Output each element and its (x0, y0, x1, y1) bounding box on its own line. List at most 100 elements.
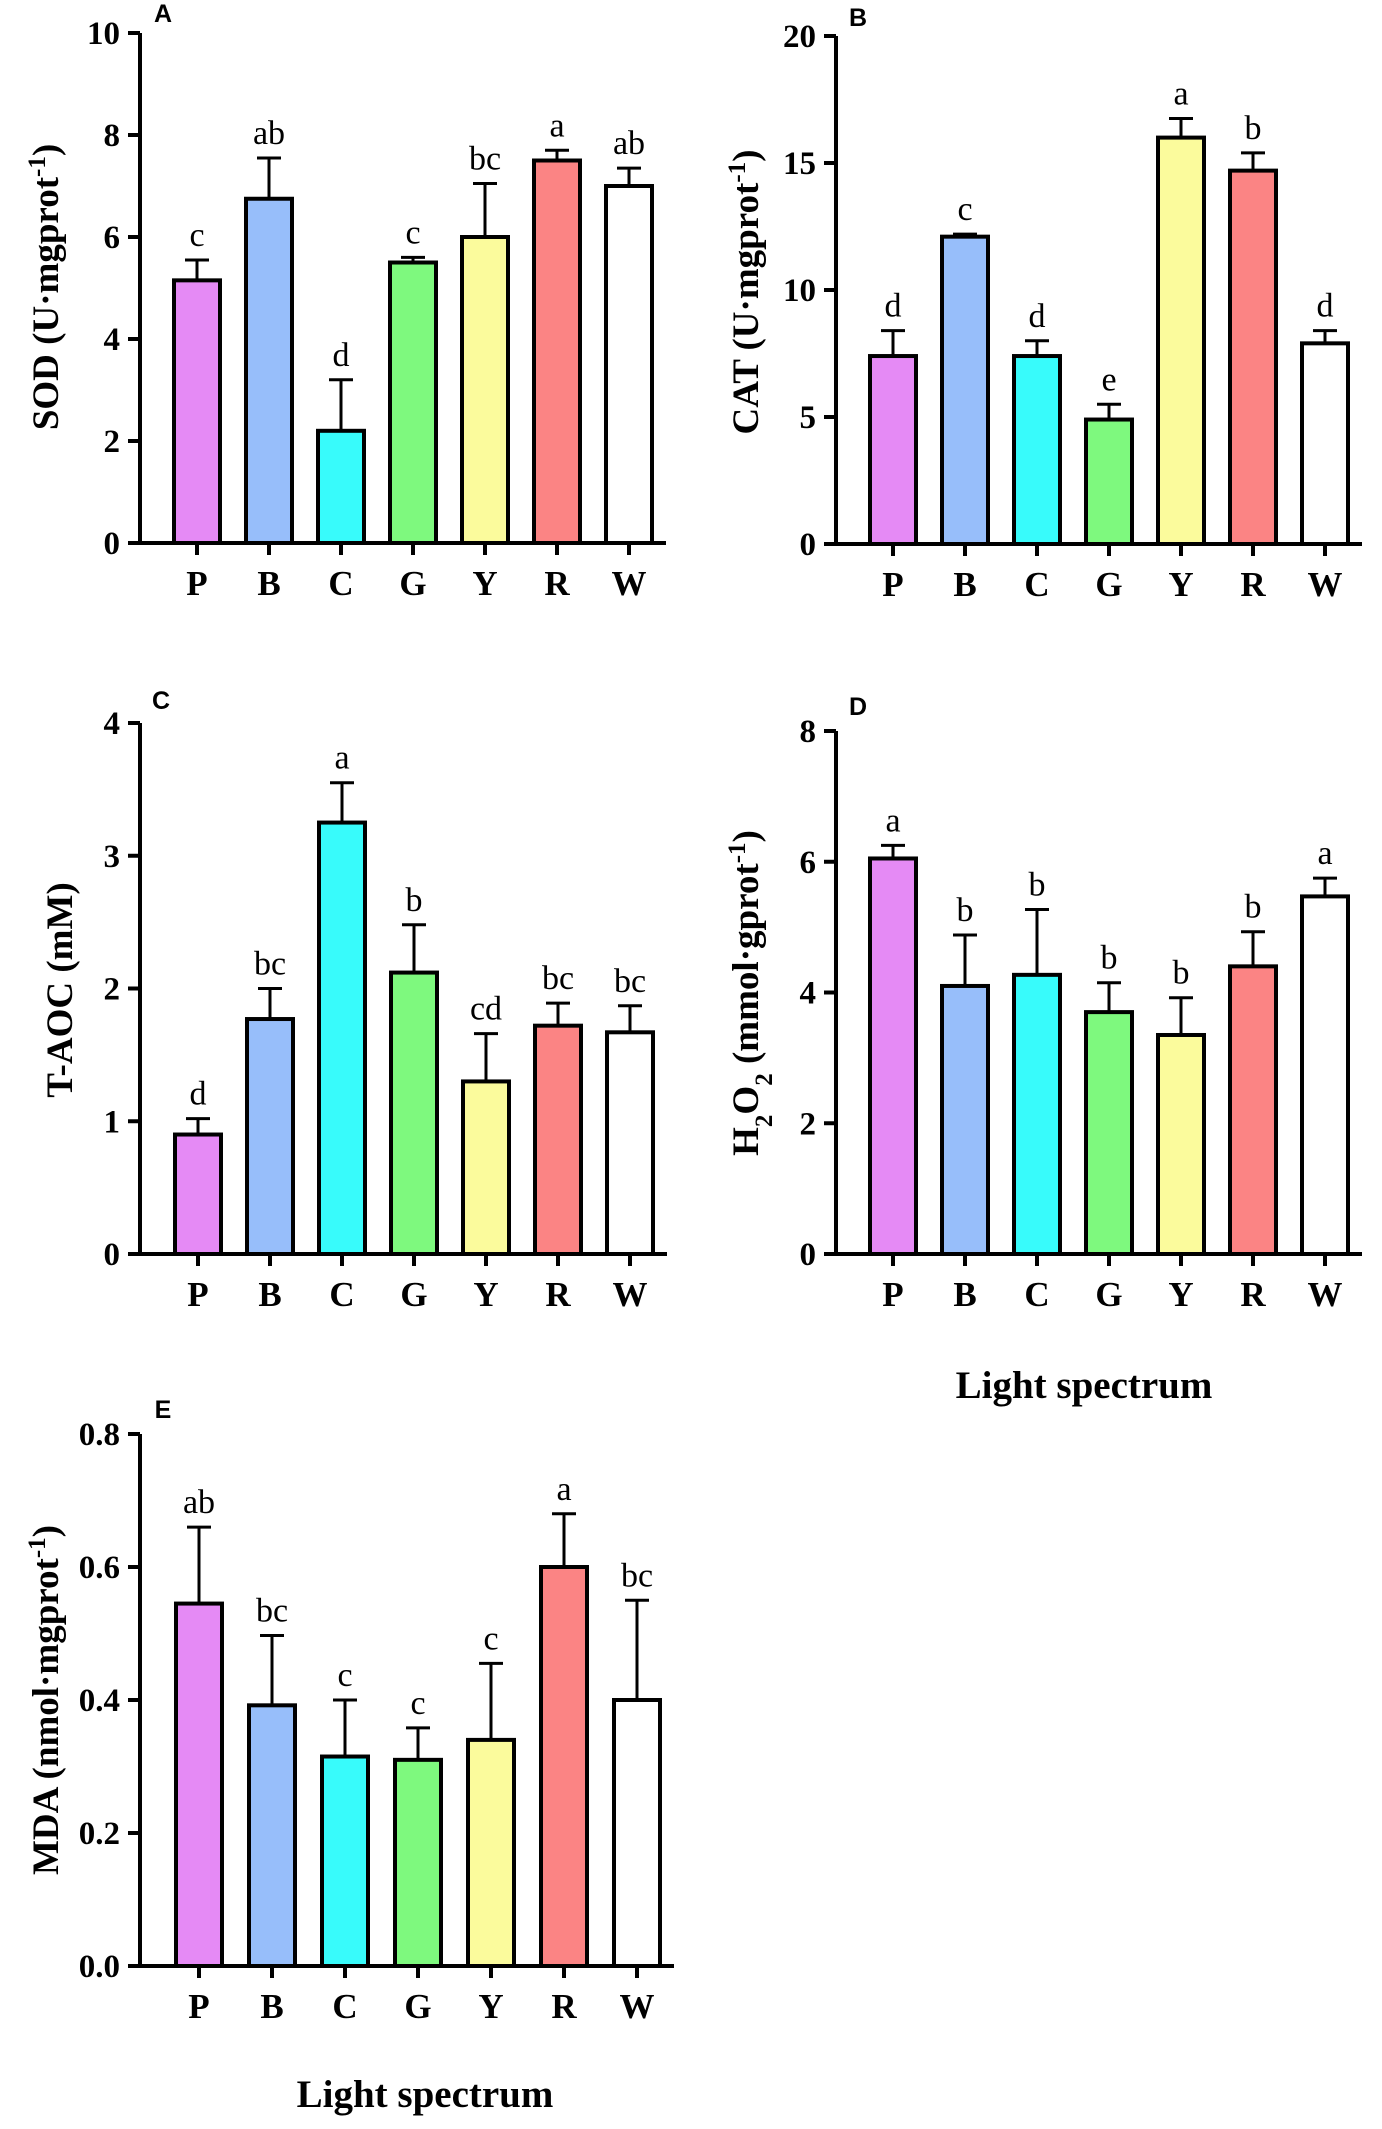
bar-b (940, 983, 990, 1257)
y-tick-label: 2 (800, 1106, 817, 1142)
panel-letter: C (152, 687, 170, 715)
chart-panel-c: d Pbc Ba Cb Gcd Ybc Rbc W 0 1 2 3 4 C T-AOC (mM) (40, 687, 667, 1314)
bar-b (244, 196, 294, 545)
category-label-b: B (953, 565, 976, 604)
y-tick-label: 8 (800, 714, 817, 750)
sig-label-p: ab (183, 1484, 215, 1521)
sig-label-p: d (885, 288, 902, 325)
category-label-y: Y (472, 564, 497, 603)
category-label-g: G (1095, 565, 1122, 604)
sig-label-r: bc (542, 960, 574, 997)
sig-label-c: c (337, 1657, 352, 1694)
category-label-r: R (544, 564, 570, 603)
y-tick-label: 2 (104, 972, 121, 1008)
bar-g (389, 970, 439, 1256)
bar-y (1156, 1032, 1206, 1257)
y-tick-label: 0 (104, 526, 121, 562)
bar-g (388, 260, 438, 545)
bar-b (940, 234, 990, 546)
category-label-y: Y (1168, 1275, 1193, 1314)
category-label-y: Y (478, 1987, 503, 2026)
y-tick-label: 0 (800, 1237, 817, 1273)
category-label-r: R (1240, 565, 1266, 604)
y-axis-label: SOD (U·mgprot-1) (24, 144, 68, 430)
chart-panel-a: c Pab Bd Cc Gbc Ya Rab W 0 2 4 6 8 10 A SOD (U·mgprot-1… (24, 0, 666, 603)
sig-label-c: d (1029, 298, 1046, 335)
sig-label-w: bc (614, 963, 646, 1000)
category-label-b: B (260, 1987, 283, 2026)
y-tick-label: 1 (104, 1104, 121, 1140)
bar-r (539, 1565, 589, 1968)
sig-label-y: c (483, 1620, 498, 1657)
category-label-y: Y (1168, 565, 1193, 604)
category-label-g: G (399, 564, 426, 603)
sig-label-g: e (1101, 361, 1116, 398)
sig-label-c: d (333, 337, 350, 374)
bar-w (612, 1698, 662, 1968)
sig-label-r: a (556, 1471, 571, 1508)
category-label-p: P (187, 1275, 208, 1314)
y-tick-label: 5 (800, 400, 817, 436)
panel-letter: B (849, 4, 867, 32)
y-tick-label: 20 (783, 19, 816, 55)
y-tick-label: 0 (104, 1237, 121, 1273)
category-label-c: C (1024, 565, 1049, 604)
bar-g (1084, 417, 1134, 547)
category-label-w: W (1308, 565, 1343, 604)
sig-label-w: ab (613, 125, 645, 162)
category-label-r: R (1240, 1275, 1266, 1314)
y-axis-label: T-AOC (mM) (40, 882, 81, 1097)
category-label-b: B (257, 564, 280, 603)
category-label-c: C (329, 1275, 354, 1314)
sig-label-g: b (1101, 940, 1118, 977)
sig-label-y: b (1173, 955, 1190, 992)
sig-label-y: bc (469, 140, 501, 177)
bar-p (868, 856, 918, 1256)
panel-letter: A (154, 0, 172, 28)
category-label-p: P (882, 1275, 903, 1314)
y-tick-label: 10 (87, 16, 120, 52)
y-tick-label: 6 (800, 845, 817, 881)
y-tick-label: 3 (104, 839, 121, 875)
category-label-c: C (1024, 1275, 1049, 1314)
y-tick-label: 0.4 (79, 1683, 120, 1719)
y-axis-label: H2O2 (mmol·gprot-1) (724, 830, 778, 1156)
bar-r (1228, 964, 1278, 1256)
y-tick-label: 0.6 (79, 1550, 120, 1586)
y-tick-label: 2 (104, 424, 121, 460)
sig-label-r: a (549, 107, 564, 144)
sig-label-w: a (1317, 835, 1332, 872)
bar-w (1300, 341, 1350, 546)
sig-label-g: c (410, 1685, 425, 1722)
y-tick-label: 6 (104, 220, 121, 256)
y-tick-label: 4 (800, 976, 817, 1012)
category-label-g: G (400, 1275, 427, 1314)
bar-g (393, 1757, 443, 1968)
sig-label-r: b (1245, 110, 1262, 147)
bar-p (868, 354, 918, 547)
sig-label-p: c (189, 217, 204, 254)
bar-y (466, 1737, 516, 1969)
bar-c (317, 820, 367, 1256)
panel-letter: E (155, 1396, 172, 1424)
y-axis-label: MDA (nmol·mgprot-1) (24, 1525, 68, 1875)
category-label-w: W (613, 1275, 648, 1314)
y-tick-label: 4 (104, 706, 121, 742)
y-axis-label: CAT (U·mgprot-1) (724, 150, 768, 435)
bar-c (1012, 972, 1062, 1256)
sig-label-y: a (1173, 76, 1188, 113)
bar-c (1012, 354, 1062, 547)
category-label-p: P (882, 565, 903, 604)
sig-label-y: cd (470, 991, 502, 1028)
bar-y (460, 235, 510, 545)
category-label-r: R (551, 1987, 577, 2026)
bar-p (174, 1601, 224, 1968)
sig-label-g: b (406, 882, 423, 919)
bar-p (173, 1132, 223, 1257)
chart-panel-e: ab Pbc Bc Cc Gc Ya Rbc W 0.0 0.2 0.4 0.6 0.8 E MDA (nm… (24, 1396, 674, 2116)
y-tick-label: 8 (104, 118, 121, 154)
x-axis-label-shared: Light spectrum (956, 1364, 1213, 1407)
y-tick-label: 4 (104, 322, 121, 358)
